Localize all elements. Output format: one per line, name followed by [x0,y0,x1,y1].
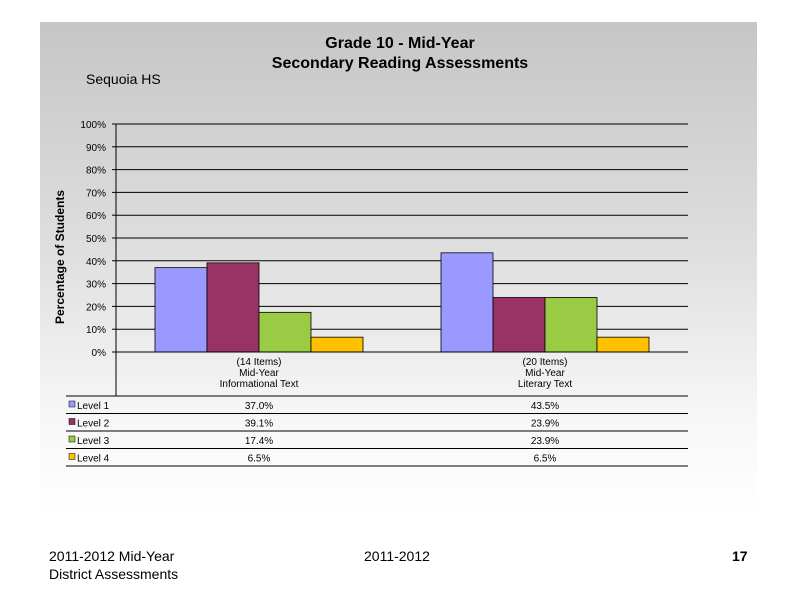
page-number: 17 [732,548,748,564]
y-tick-label: 40% [86,257,106,268]
table-cell: 6.5% [248,454,271,465]
legend-label: Level 4 [77,454,110,465]
y-tick-label: 100% [80,120,106,131]
chart-title: Grade 10 - Mid-Year [325,35,475,52]
table-cell: 37.0% [245,401,273,412]
bar-level-2 [492,297,546,353]
legend-label: Level 3 [77,436,110,447]
x-category-label: (14 Items) [236,357,281,368]
y-tick-label: 50% [86,234,106,245]
legend-label: Level 1 [77,401,110,412]
x-category-label: Informational Text [220,379,299,390]
table-cell: 43.5% [531,401,559,412]
bar-level-2 [206,262,260,353]
school-name: Sequoia HS [86,71,161,87]
x-category-label: Mid-Year [525,368,565,379]
y-tick-label: 60% [86,211,106,222]
bar-level-1 [154,267,208,353]
table-cell: 23.9% [531,436,559,447]
x-category-label: Mid-Year [239,368,279,379]
table-cell: 39.1% [245,419,273,430]
y-tick-label: 20% [86,302,106,313]
footer-left-line1: 2011-2012 Mid-Year [49,548,175,564]
legend-swatch [68,418,76,425]
x-category-label: Literary Text [518,379,573,390]
y-tick-label: 90% [86,143,106,154]
bar-level-3 [258,311,312,353]
y-tick-label: 80% [86,166,106,177]
chart-subtitle: Secondary Reading Assessments [271,55,529,72]
y-tick-label: 30% [86,280,106,291]
legend-label: Level 2 [77,419,110,430]
table-cell: 17.4% [245,436,273,447]
y-tick-label: 70% [86,188,106,199]
bar-level-4 [310,336,364,353]
table-cell: 23.9% [531,419,559,430]
bar-level-1 [440,252,494,353]
footer-left-line2: District Assessments [49,566,179,582]
table-cell: 6.5% [534,454,557,465]
bar-level-4 [596,336,650,353]
y-tick-label: 0% [92,348,107,359]
bar-level-3 [544,297,598,353]
x-category-label: (20 Items) [522,357,567,368]
legend-swatch [68,453,76,460]
legend-swatch [68,400,76,408]
legend-swatch [68,435,76,443]
y-tick-label: 10% [86,325,106,336]
footer-center: 2011-2012 [364,548,430,564]
